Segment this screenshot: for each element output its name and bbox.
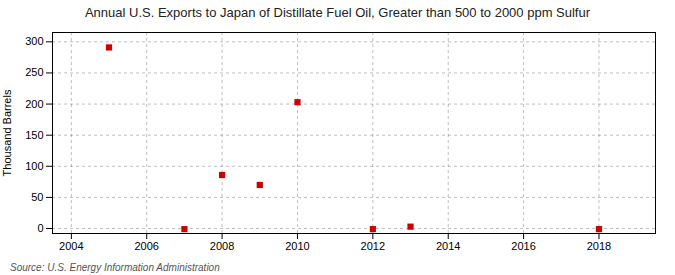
svg-text:250: 250	[25, 66, 43, 78]
html-text:Source: U.S. Energy Informatio: Source: U.S. Energy Information Administ…	[10, 262, 220, 273]
svg-text:300: 300	[25, 35, 43, 47]
svg-text:150: 150	[25, 129, 43, 141]
svg-text:0: 0	[37, 222, 43, 234]
svg-text:2008: 2008	[210, 240, 234, 252]
html-text:Annual U.S. Exports to Japan o: Annual U.S. Exports to Japan of Distilla…	[84, 5, 590, 20]
svg-text:50: 50	[31, 191, 43, 203]
svg-text:2014: 2014	[436, 240, 460, 252]
svg-text:200: 200	[25, 98, 43, 110]
svg-text:Thousand Barrels: Thousand Barrels	[1, 89, 13, 176]
svg-text:2016: 2016	[511, 240, 535, 252]
svg-text:100: 100	[25, 160, 43, 172]
svg-text:2018: 2018	[587, 240, 611, 252]
svg-text:2010: 2010	[285, 240, 309, 252]
svg-text:2004: 2004	[59, 240, 83, 252]
svg-text:2012: 2012	[361, 240, 385, 252]
svg-text:2006: 2006	[134, 240, 158, 252]
